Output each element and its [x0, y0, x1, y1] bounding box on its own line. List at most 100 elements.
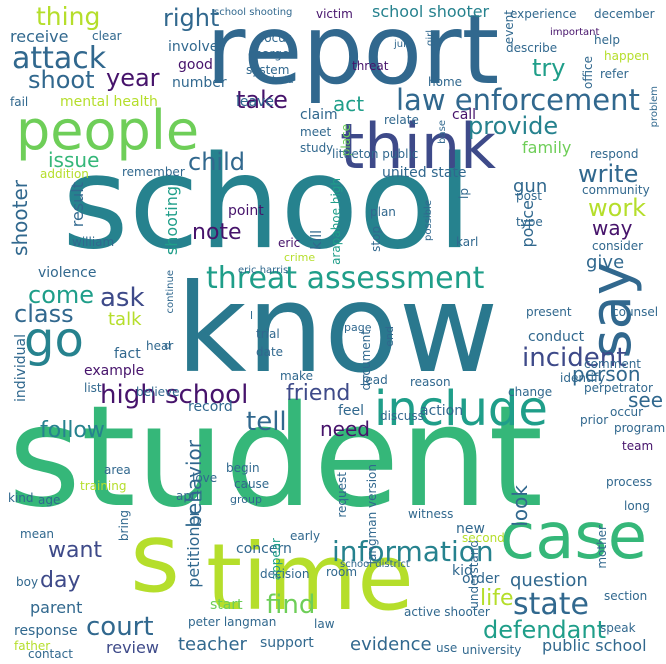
word-karl: karl: [456, 235, 479, 249]
word-hold: hold: [272, 75, 294, 86]
word-school-district: school district: [340, 559, 410, 570]
word-william: william: [72, 235, 115, 249]
word-father: father: [14, 639, 51, 653]
word-love: love: [192, 471, 218, 485]
word-use: use: [436, 641, 458, 655]
word-thing: thing: [36, 2, 101, 31]
word-system: system: [246, 63, 290, 77]
word-evidence: evidence: [350, 634, 432, 655]
word-addition: addition: [40, 167, 89, 181]
word-school-shooting: school shooting: [214, 7, 293, 18]
word-speak: speak: [600, 621, 636, 635]
word-date: date: [256, 345, 284, 359]
word-section: section: [604, 589, 648, 603]
word-report: report: [206, 0, 500, 106]
word-girl: girl: [425, 30, 436, 47]
word-see: see: [628, 388, 664, 412]
word-type: type: [516, 215, 543, 229]
word-cause: cause: [234, 477, 270, 491]
word-study: study: [300, 141, 334, 155]
word-help: help: [594, 33, 620, 47]
word-request: request: [335, 472, 349, 518]
word-threat: threat: [352, 59, 389, 73]
word-long: long: [624, 499, 650, 513]
word-prior: prior: [580, 413, 609, 427]
word-attack: attack: [12, 41, 107, 76]
word-feel: feel: [338, 403, 365, 419]
word-age: age: [38, 493, 61, 507]
word-people: people: [16, 99, 200, 162]
word-time: time: [206, 524, 414, 631]
word-case: case: [500, 500, 648, 574]
word-shoot: shoot: [28, 66, 95, 94]
word-support: support: [260, 635, 314, 651]
word-refer: refer: [600, 67, 629, 81]
word-continue: continue: [165, 270, 176, 314]
word-early: early: [290, 529, 321, 543]
word-leave: leave: [236, 94, 274, 110]
word-april: april: [176, 489, 203, 503]
word-identify: identify: [560, 371, 606, 385]
word-experience: experience: [510, 7, 577, 21]
word-provide: provide: [468, 112, 559, 140]
word-want: want: [48, 538, 103, 563]
word-record: record: [188, 399, 233, 415]
word-school-shooter: school shooter: [372, 2, 490, 21]
word-remember: remember: [122, 165, 185, 179]
word-talk: talk: [108, 309, 142, 330]
word-good: good: [178, 57, 213, 73]
word-look: look: [508, 485, 532, 527]
word-bring: bring: [117, 510, 131, 542]
word-ask: ask: [100, 283, 145, 313]
word-mean: mean: [20, 527, 55, 541]
word-law-enforcement: law enforcement: [396, 83, 640, 117]
word-response: response: [14, 623, 78, 639]
word-counsel: counsel: [612, 305, 659, 319]
word-change: change: [508, 385, 553, 399]
word-lead: lead: [362, 373, 388, 387]
word-base: base: [437, 120, 448, 144]
word-follow: follow: [40, 418, 105, 443]
word-number: number: [172, 75, 227, 91]
word-second: second: [462, 531, 505, 545]
word-meet: meet: [300, 125, 332, 139]
word-office: office: [581, 56, 595, 89]
word-call: call: [452, 107, 477, 123]
word-information: information: [332, 535, 494, 568]
word-issue: issue: [48, 148, 100, 172]
word-clear: clear: [92, 29, 122, 43]
word-question: question: [510, 570, 588, 591]
word-state: state: [513, 587, 589, 622]
word-plan: plan: [370, 205, 396, 219]
word-court: court: [86, 612, 154, 642]
word-respond: respond: [590, 147, 639, 161]
word-think: think: [340, 110, 497, 183]
word-class: class: [14, 300, 74, 328]
word-shooter: shooter: [8, 180, 32, 256]
word-room: room: [326, 565, 358, 579]
word-crime: crime: [284, 251, 316, 264]
word-involve: involve: [168, 39, 219, 55]
word-parent: parent: [30, 598, 83, 617]
word-individual: individual: [13, 334, 29, 402]
word-example: example: [84, 363, 145, 379]
word-violence: violence: [38, 265, 97, 281]
word-discuss: discuss: [380, 409, 424, 423]
word-new: new: [456, 521, 485, 537]
word-write: write: [578, 160, 639, 188]
word-kind: kind: [8, 491, 34, 505]
word-threat-assessment: threat assessment: [206, 261, 485, 296]
word-tell: tell: [246, 407, 287, 437]
word-act: act: [333, 92, 365, 116]
word-conduct: conduct: [528, 329, 585, 345]
word-group: group: [230, 493, 262, 506]
word-result: result: [68, 182, 87, 228]
word-comment: comment: [584, 357, 642, 371]
word-petitioner: petitioner: [184, 510, 203, 588]
word-year: year: [106, 64, 160, 92]
word-mother: mother: [595, 525, 609, 569]
word-mental-health: mental health: [60, 94, 158, 110]
word-high-school: high school: [100, 380, 249, 410]
word-s: s: [130, 502, 181, 614]
word-hear: hear: [146, 339, 174, 353]
